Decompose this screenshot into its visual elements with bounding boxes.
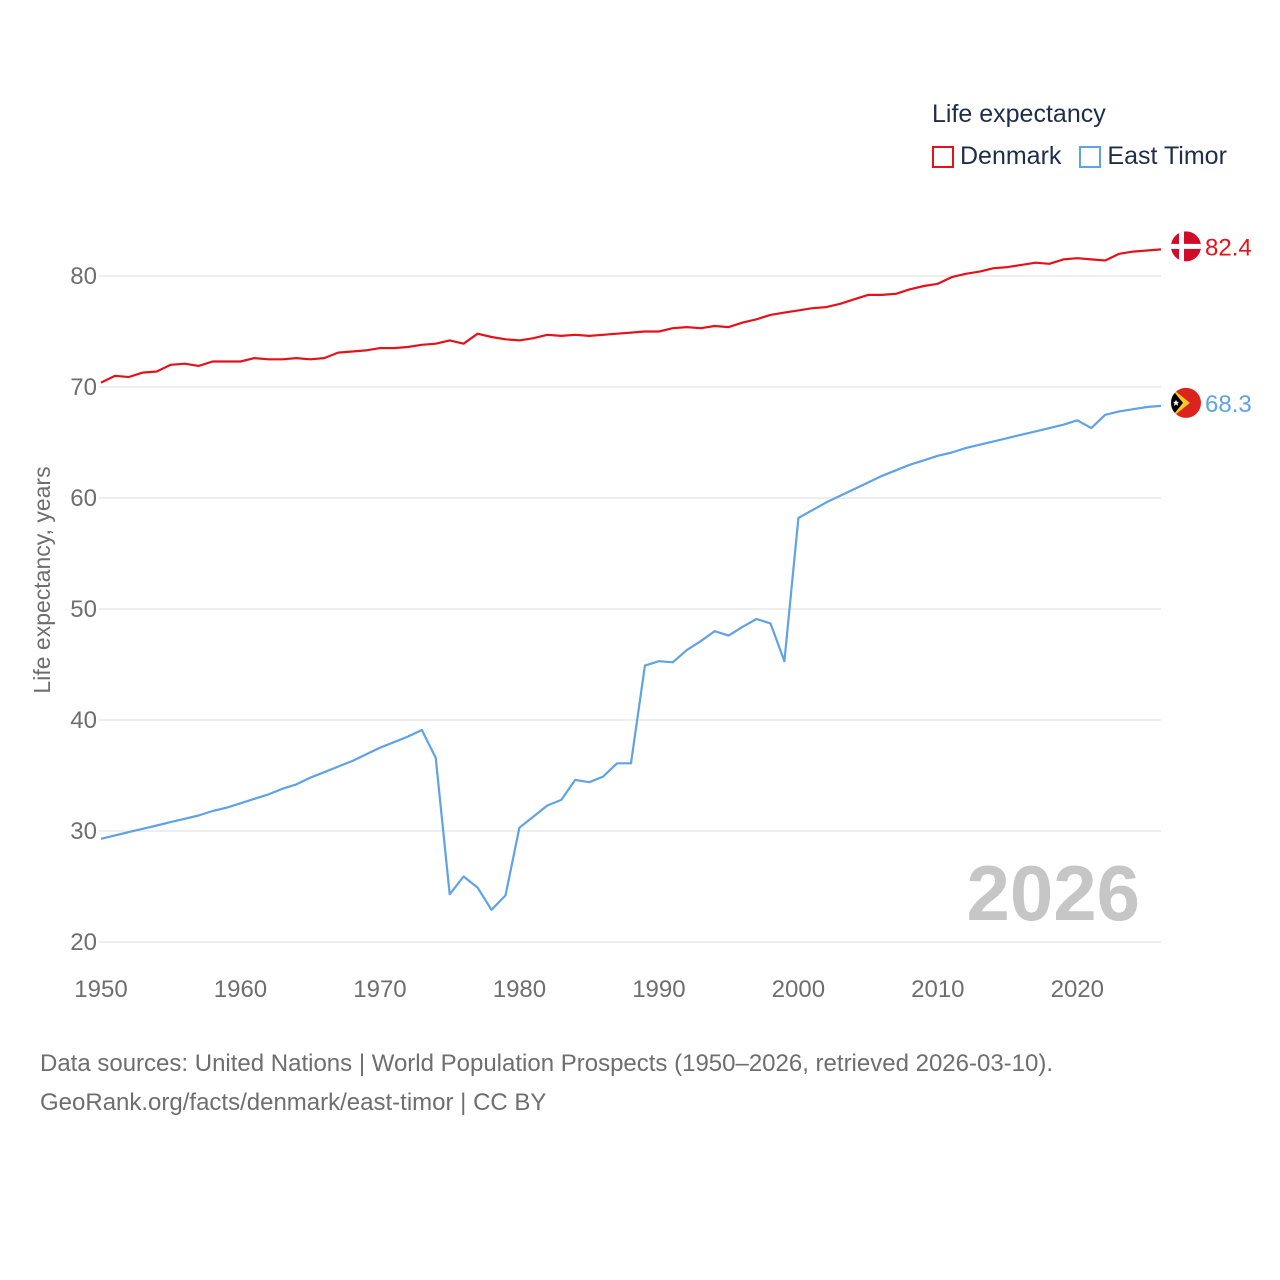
legend-item-east-timor[interactable]: East Timor: [1079, 142, 1227, 171]
x-tick-label: 2020: [1051, 976, 1104, 1003]
legend-item-denmark[interactable]: Denmark: [932, 142, 1061, 171]
y-tick-label: 50: [70, 596, 97, 623]
legend: Denmark East Timor: [932, 142, 1245, 171]
east-timor-flag-icon: [1171, 387, 1201, 418]
y-axis-label: Life expectancy, years: [29, 466, 55, 693]
footer-sources: Data sources: United Nations | World Pop…: [40, 1050, 1054, 1077]
legend-swatch-east-timor: [1079, 145, 1102, 168]
x-tick-label: 2010: [911, 976, 964, 1003]
x-tick-label: 1960: [214, 976, 267, 1003]
series-line-denmark: [100, 248, 1162, 384]
y-tick-label: 30: [70, 818, 97, 845]
y-tick-label: 70: [70, 374, 97, 401]
x-tick-label: 1990: [632, 976, 685, 1003]
denmark-flag-icon: [1171, 231, 1201, 262]
x-tick-label: 1950: [74, 976, 127, 1003]
gridlines: [99, 275, 1161, 943]
x-tick-label: 1970: [353, 976, 406, 1003]
life-expectancy-chart: 20 30 40 50 60 70 80 1950 1960 1970 1980 1990 2000 2…: [29, 231, 1252, 1003]
series-lines: [100, 248, 1162, 911]
y-tick-labels: 20 30 40 50 60 70 80: [70, 263, 97, 956]
series-line-east-timor: [100, 404, 1162, 911]
east-timor-end-value: 68.3: [1205, 391, 1252, 418]
x-tick-label: 1980: [493, 976, 546, 1003]
y-tick-label: 40: [70, 707, 97, 734]
footer-link[interactable]: GeoRank.org/facts/denmark/east-timor | C…: [40, 1089, 547, 1116]
legend-label-denmark: Denmark: [960, 142, 1062, 170]
source-footer: Data sources: United Nations | World Pop…: [40, 1044, 1053, 1122]
y-tick-label: 60: [70, 485, 97, 512]
y-tick-label: 80: [70, 263, 97, 290]
x-tick-label: 2000: [772, 976, 825, 1003]
legend-title: Life expectancy: [932, 100, 1106, 128]
legend-swatch-denmark: [932, 145, 954, 168]
y-tick-label: 20: [70, 929, 97, 956]
x-tick-labels: 1950 1960 1970 1980 1990 2000 2010 2020: [74, 976, 1104, 1003]
legend-label-east-timor: East Timor: [1107, 142, 1227, 170]
denmark-end-value: 82.4: [1205, 234, 1252, 261]
year-watermark: 2026: [966, 849, 1140, 937]
